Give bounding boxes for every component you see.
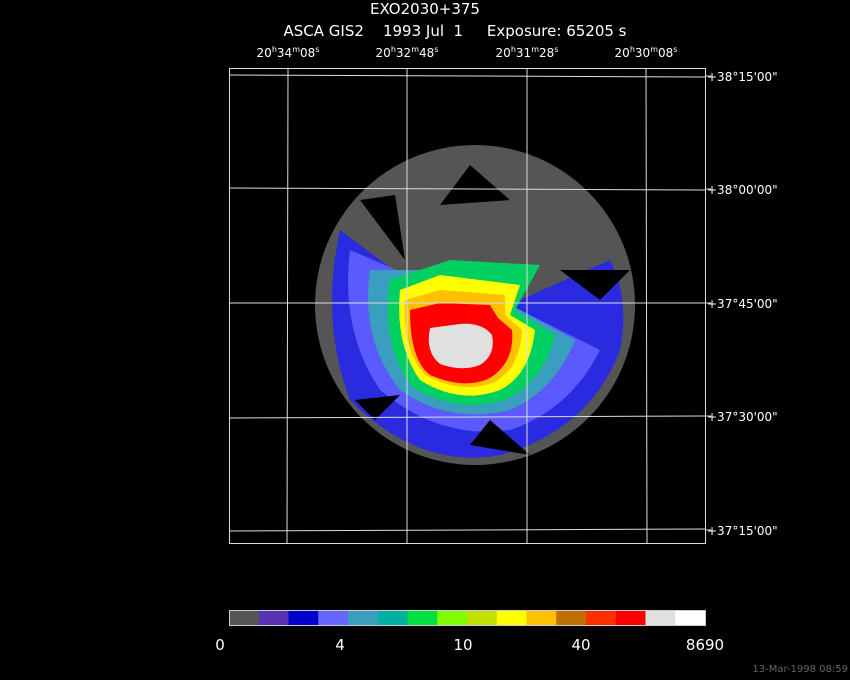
dec-label: +37°15'00" <box>707 524 778 538</box>
colorbar-segment <box>496 611 527 625</box>
ra-unit: m <box>650 45 658 54</box>
title: EXO2030+375 <box>370 0 480 18</box>
subtitle: ASCA GIS2 1993 Jul 1 Exposure: 65205 s <box>284 22 627 40</box>
ra-value: 48 <box>419 46 434 60</box>
ra-value: 20 <box>376 46 391 60</box>
colorbar-label: 10 <box>453 636 472 654</box>
colorbar-segment <box>407 611 438 625</box>
colorbar-label: 8690 <box>686 636 724 654</box>
dec-grid-line <box>228 74 706 78</box>
colorbar-segment <box>258 611 289 625</box>
ra-value: 08 <box>658 46 673 60</box>
ra-value: 08 <box>300 46 315 60</box>
ra-unit: s <box>434 45 438 54</box>
ra-unit: m <box>292 45 300 54</box>
emission-core <box>428 323 493 369</box>
dec-grid-line <box>228 528 706 532</box>
ra-label: 20h34m08s <box>257 45 320 60</box>
ra-unit: m <box>411 45 419 54</box>
colorbar-label: 40 <box>571 636 590 654</box>
ra-value: 20 <box>496 46 511 60</box>
ra-unit: h <box>272 45 277 54</box>
ra-labels: 20h34m08s 20h32m48s 20h31m28s 20h30m08s <box>257 45 678 60</box>
ra-value: 31 <box>516 46 531 60</box>
colorbar-segment <box>348 611 379 625</box>
colorbar-segment <box>645 611 676 625</box>
image <box>315 145 635 465</box>
ra-label: 20h32m48s <box>376 45 439 60</box>
colorbar-segment <box>288 611 319 625</box>
ra-value: 20 <box>615 46 630 60</box>
dec-label: +37°30'00" <box>707 410 778 424</box>
ra-unit: s <box>315 45 319 54</box>
colorbar-segment <box>377 611 408 625</box>
ra-unit: m <box>531 45 539 54</box>
timestamp: 13-Mar-1998 08:59 <box>752 664 848 675</box>
colorbar-segment <box>526 611 557 625</box>
dec-labels: +38°15'00" +38°00'00" +37°45'00" +37°30'00"… <box>705 70 778 538</box>
ra-label: 20h30m08s <box>615 45 678 60</box>
colorbar-labels: 0 4 10 40 8690 <box>215 636 724 654</box>
colorbar-segment <box>556 611 587 625</box>
ra-value: 34 <box>277 46 292 60</box>
ra-unit: h <box>511 45 516 54</box>
ra-value: 20 <box>257 46 272 60</box>
colorbar-segment <box>586 611 617 625</box>
ra-value: 28 <box>539 46 554 60</box>
ra-grid-line <box>645 67 648 544</box>
colorbar-label: 0 <box>215 636 225 654</box>
frame <box>229 68 706 544</box>
coordinate-grid <box>228 67 706 544</box>
ra-unit: h <box>630 45 635 54</box>
colorbar-frame <box>229 610 706 626</box>
colorbar <box>229 610 706 626</box>
dec-label: +38°15'00" <box>707 70 778 84</box>
ra-unit: s <box>673 45 677 54</box>
ra-grid-line <box>286 67 289 544</box>
colorbar-segment <box>437 611 468 625</box>
dec-label: +37°45'00" <box>707 297 778 311</box>
colorbar-segment <box>675 611 706 625</box>
colorbar-segment <box>615 611 646 625</box>
ra-value: 32 <box>396 46 411 60</box>
colorbar-segment <box>467 611 498 625</box>
colorbar-segment <box>318 611 349 625</box>
dec-label: +38°00'00" <box>707 183 778 197</box>
ra-unit: s <box>554 45 558 54</box>
dec-grid-line <box>228 415 706 419</box>
ra-label: 20h31m28s <box>496 45 559 60</box>
ra-unit: h <box>391 45 396 54</box>
colorbar-label: 4 <box>335 636 345 654</box>
colorbar-segment <box>229 611 260 625</box>
ra-value: 30 <box>635 46 650 60</box>
dec-grid-line <box>228 187 706 191</box>
